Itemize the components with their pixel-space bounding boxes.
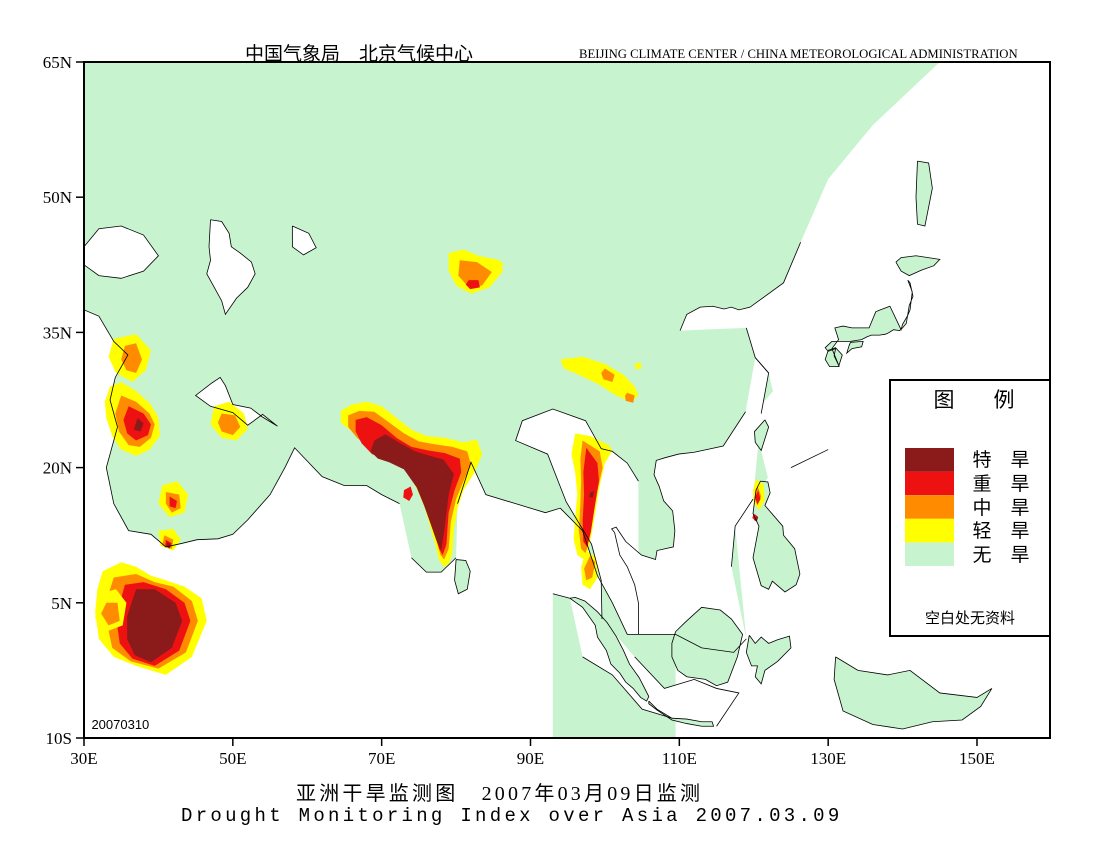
svg-text:65N: 65N xyxy=(43,53,72,72)
svg-text:50N: 50N xyxy=(43,188,72,207)
svg-text:50E: 50E xyxy=(219,749,246,768)
svg-text:例: 例 xyxy=(994,388,1015,412)
svg-text:35N: 35N xyxy=(43,323,72,342)
svg-text:BEIJING CLIMATE CENTER / CHINA: BEIJING CLIMATE CENTER / CHINA METEOROLO… xyxy=(579,47,1018,61)
svg-text:30E: 30E xyxy=(70,749,97,768)
svg-text:10S: 10S xyxy=(46,729,72,748)
svg-text:轻: 轻 xyxy=(972,520,991,542)
svg-text:亚洲干旱监测图 2007年03月09日监测: 亚洲干旱监测图 2007年03月09日监测 xyxy=(296,782,703,805)
svg-text:150E: 150E xyxy=(959,749,995,768)
svg-text:重: 重 xyxy=(972,473,991,495)
svg-text:90E: 90E xyxy=(517,749,544,768)
svg-text:20N: 20N xyxy=(43,459,72,478)
svg-text:无: 无 xyxy=(972,545,991,566)
svg-text:旱: 旱 xyxy=(1010,498,1029,519)
svg-text:110E: 110E xyxy=(662,749,697,768)
svg-text:5N: 5N xyxy=(51,594,72,613)
svg-text:特: 特 xyxy=(972,449,991,471)
svg-text:旱: 旱 xyxy=(1010,521,1029,542)
svg-text:旱: 旱 xyxy=(1010,545,1029,566)
svg-text:旱: 旱 xyxy=(1010,474,1029,495)
svg-text:Drought Monitoring Index over: Drought Monitoring Index over Asia 2007.… xyxy=(181,805,843,827)
svg-text:20070310: 20070310 xyxy=(91,717,149,732)
svg-text:空白处无资料: 空白处无资料 xyxy=(925,610,1015,627)
svg-text:130E: 130E xyxy=(810,749,846,768)
svg-text:70E: 70E xyxy=(368,749,395,768)
svg-text:旱: 旱 xyxy=(1010,450,1029,471)
svg-text:图: 图 xyxy=(934,388,955,412)
svg-text:中: 中 xyxy=(972,497,991,519)
